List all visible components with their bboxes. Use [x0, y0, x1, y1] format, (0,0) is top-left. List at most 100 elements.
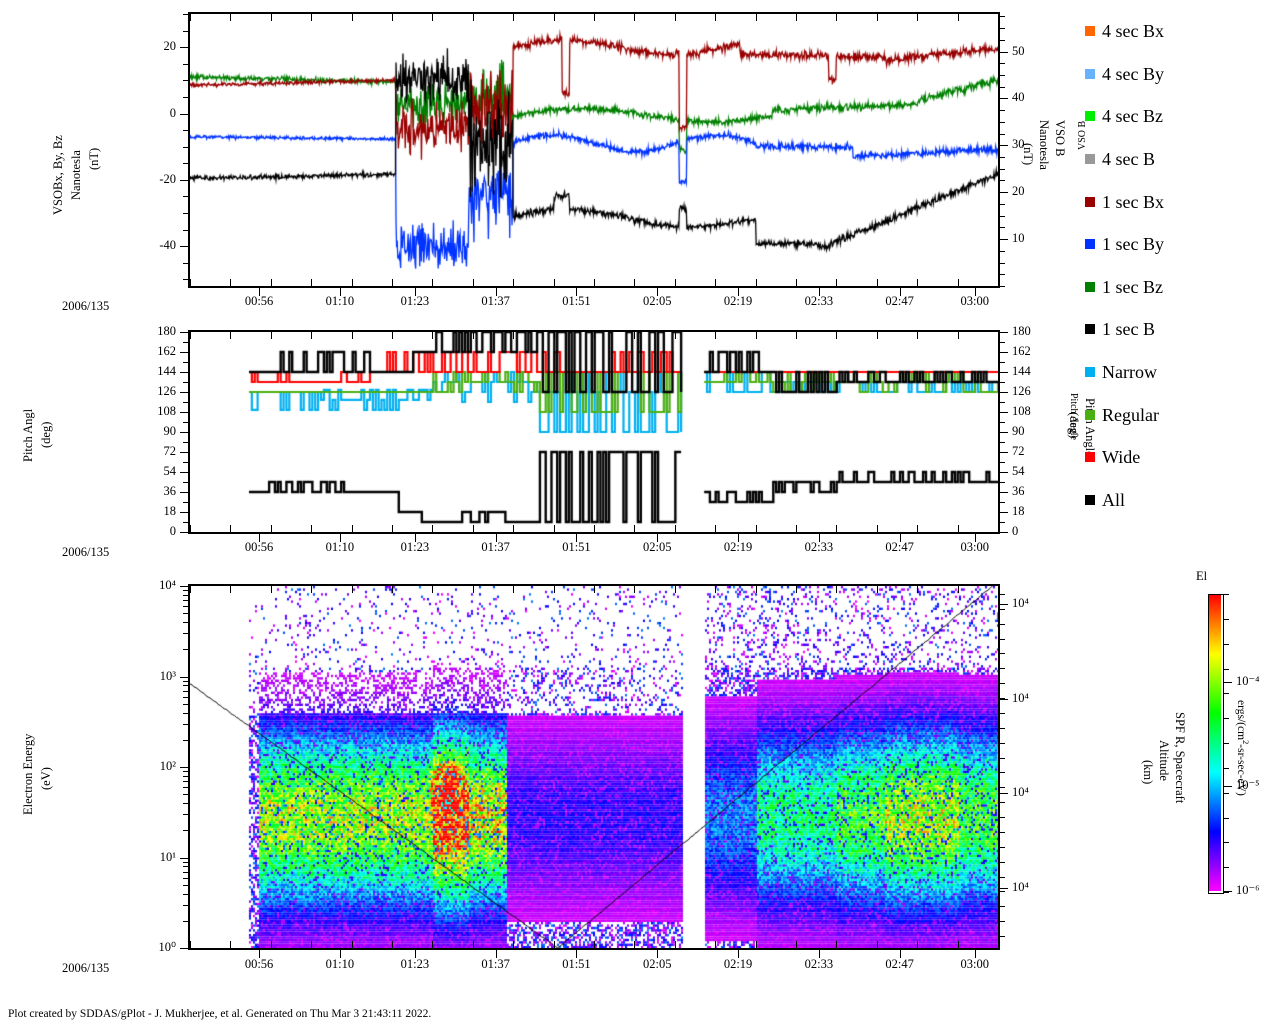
legend-item[interactable]: Narrow: [1085, 351, 1280, 394]
x-major-tick: [657, 950, 659, 958]
x-major-tick: [259, 534, 261, 542]
x-minor-tick: [311, 525, 313, 532]
y-axis-tick-label: 18: [1012, 504, 1025, 518]
credit-line: Plot created by SDDAS/gPlot - J. Mukherj…: [8, 1008, 432, 1020]
y-minor-tick: [183, 362, 188, 363]
legend-item[interactable]: 4 sec B: [1085, 138, 1280, 181]
x-minor-tick: [674, 14, 676, 21]
x-minor-tick: [270, 279, 272, 286]
x-minor-tick: [392, 941, 393, 948]
y-minor-tick: [1000, 215, 1005, 217]
x-axis-tick-label: 02:19: [723, 957, 753, 971]
y-minor-tick: [1000, 653, 1005, 655]
y-axis-tick-label: 10⁰: [158, 940, 176, 954]
legend-item[interactable]: Regular: [1085, 393, 1280, 436]
x-minor-tick: [715, 941, 717, 948]
y-axis-tick-label: 10: [1012, 231, 1025, 246]
x-minor-tick: [715, 586, 717, 593]
legend: 4 sec Bx 4 sec By 4 sec Bz 4 sec B 1 sec…: [1085, 10, 1280, 521]
x-minor-tick: [876, 332, 878, 339]
y-minor-tick: [183, 877, 188, 879]
y-axis-tick-label: -20: [159, 171, 176, 186]
x-minor-tick: [796, 332, 797, 339]
legend-item[interactable]: 1 sec By: [1085, 223, 1280, 266]
y-minor-tick: [1000, 727, 1005, 729]
y-minor-tick: [1000, 861, 1005, 863]
x-minor-tick: [270, 586, 272, 593]
x-axis-tick-label: 02:05: [643, 540, 672, 554]
y-axis-tick-label: 10¹: [159, 849, 176, 864]
y-minor-tick: [1000, 817, 1005, 819]
x-minor-tick: [351, 332, 353, 339]
x-minor-tick: [513, 586, 515, 593]
x-minor-tick: [917, 332, 919, 339]
y-major-tick: [1000, 698, 1008, 700]
legend-item[interactable]: 1 sec B: [1085, 308, 1280, 351]
y-axis-tick-label: 36: [1012, 484, 1025, 498]
x-axis-tick-label: 02:47: [885, 957, 914, 971]
x-major-tick: [495, 950, 497, 958]
y-axis-tick-label: 10⁴: [1012, 880, 1029, 895]
x-axis-tick-label: 01:51: [562, 957, 591, 971]
y-axis-tick-label: 180: [1012, 324, 1031, 338]
colorbar-minor-tick: [1224, 643, 1229, 645]
x-minor-tick: [674, 332, 676, 339]
x-minor-tick: [513, 14, 515, 21]
x-minor-tick: [715, 332, 717, 339]
y-minor-tick: [183, 680, 188, 682]
y-axis-tick-label: 144: [1012, 364, 1031, 378]
legend-label: 4 sec By: [1102, 63, 1164, 84]
legend-item[interactable]: 4 sec Bz: [1085, 95, 1280, 138]
legend-label: 1 sec By: [1102, 234, 1164, 255]
x-axis-tick-label: 03:00: [960, 957, 989, 971]
colorbar: [1208, 594, 1224, 894]
y-minor-tick: [183, 402, 188, 403]
panel2-date-label: 2006/135: [62, 545, 110, 559]
y-axis-tick-label: 20: [1012, 184, 1025, 199]
panel1-right-axis-title-3: (nT): [1021, 143, 1035, 166]
y-major-tick: [180, 857, 188, 859]
y-minor-tick: [1000, 145, 1005, 147]
legend-item[interactable]: 4 sec Bx: [1085, 10, 1280, 53]
y-axis-tick-label: 144: [157, 364, 176, 378]
x-major-tick: [974, 534, 976, 542]
y-minor-tick: [183, 775, 188, 777]
y-minor-tick: [183, 213, 188, 215]
y-minor-tick: [1000, 683, 1005, 685]
x-major-tick: [657, 288, 659, 296]
y-minor-tick: [1000, 412, 1005, 413]
legend-item[interactable]: Wide: [1085, 436, 1280, 479]
y-major-tick: [180, 948, 188, 949]
x-axis-tick-label: 03:00: [960, 294, 989, 308]
x-minor-tick: [392, 279, 393, 286]
y-axis-tick-label: 18: [163, 504, 177, 518]
y-minor-tick: [183, 532, 188, 533]
legend-item[interactable]: 1 sec Bz: [1085, 266, 1280, 309]
y-minor-tick: [183, 30, 188, 32]
x-minor-tick: [755, 279, 757, 286]
legend-group-label-vso-b: VSO B: [1077, 120, 1088, 150]
y-axis-tick-label: 180: [157, 324, 176, 338]
legend-item[interactable]: All: [1085, 479, 1280, 522]
x-minor-tick: [957, 279, 959, 286]
x-minor-tick: [311, 332, 313, 339]
y-minor-tick: [183, 794, 188, 796]
x-minor-tick: [432, 14, 434, 21]
legend-label: 4 sec Bz: [1102, 106, 1163, 127]
legend-item[interactable]: 1 sec Bx: [1085, 180, 1280, 223]
y-minor-tick: [1000, 757, 1005, 759]
x-major-tick: [899, 288, 901, 296]
x-minor-tick: [917, 941, 919, 948]
x-minor-tick: [190, 525, 191, 532]
x-minor-tick: [796, 279, 797, 286]
x-axis-tick-label: 01:51: [562, 540, 591, 554]
x-minor-tick: [674, 279, 676, 286]
x-major-tick: [259, 288, 261, 296]
legend-item[interactable]: 4 sec By: [1085, 53, 1280, 96]
x-minor-tick: [674, 941, 676, 948]
y-minor-tick: [1000, 16, 1005, 18]
x-minor-tick: [957, 14, 959, 21]
x-axis-tick-label: 01:23: [400, 957, 430, 971]
y-minor-tick: [1000, 772, 1005, 774]
x-major-tick: [576, 950, 578, 958]
